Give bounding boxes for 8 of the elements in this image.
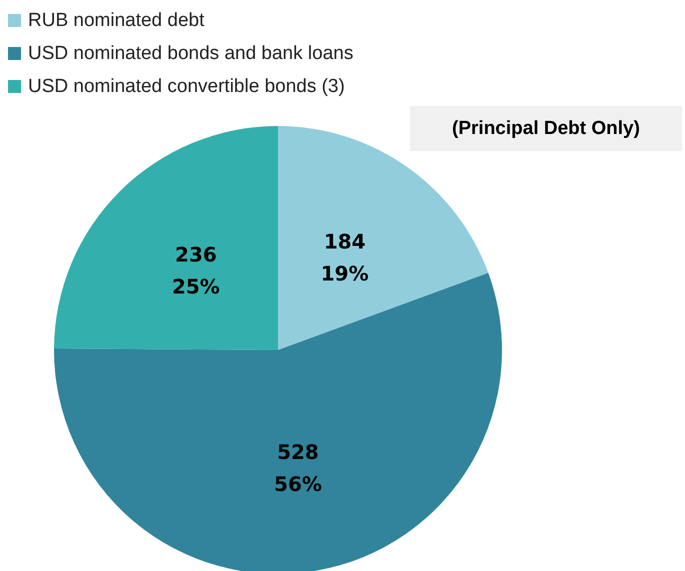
data-label: 236 25% — [172, 242, 220, 298]
pie-slice — [54, 126, 278, 350]
legend-label: RUB nominated debt — [28, 10, 204, 32]
data-label: 528 56% — [274, 440, 322, 496]
data-label: 184 19% — [320, 230, 369, 286]
legend-label: USD nominated convertible bonds (3) — [28, 76, 345, 98]
text: (Principal Debt Only) — [410, 106, 682, 151]
legend-label: USD nominated bonds and bank loans — [28, 42, 354, 64]
